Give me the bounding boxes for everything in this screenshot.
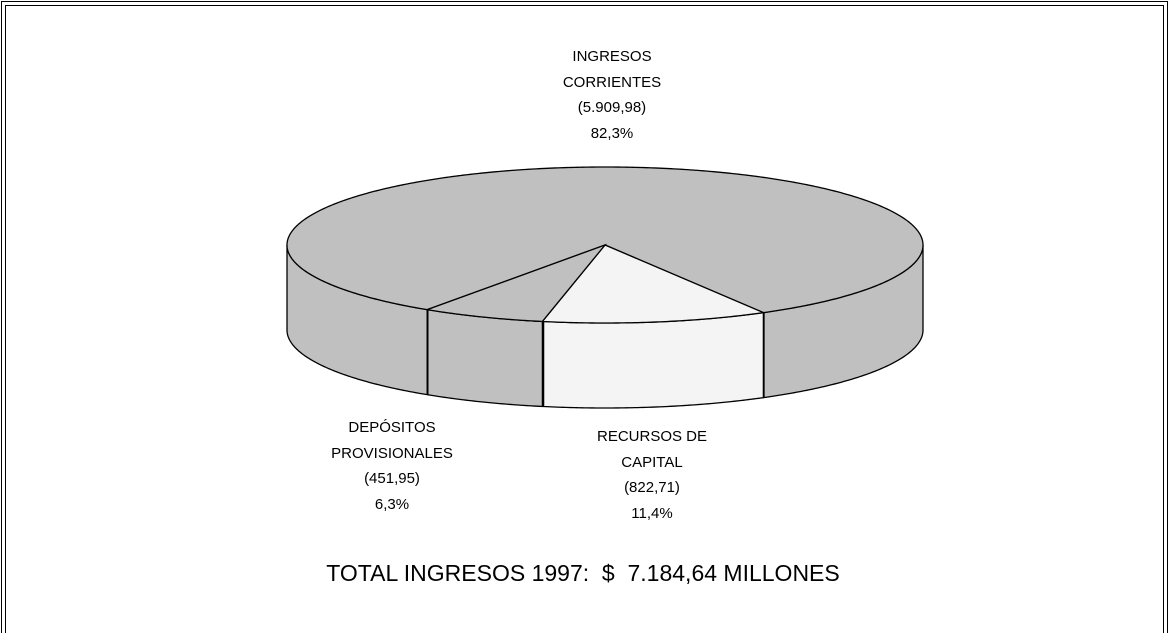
slice-label: INGRESOS CORRIENTES (5.909,98) 82,3%: [563, 44, 661, 146]
slice-label: DEPÓSITOS PROVISIONALES (451,95) 6,3%: [331, 415, 453, 517]
slice: [541, 244, 766, 324]
percent-label: 82,3%: [590, 124, 634, 142]
frame-inner: [5, 5, 1164, 633]
percent-label: 11,4%: [631, 504, 673, 522]
category-label: RECURSOS DE CAPITAL: [596, 428, 708, 471]
percent-label: 6,3%: [374, 495, 410, 513]
chart-title: TOTAL INGRESOS 1997: $ 7.184,64 MILLONES: [326, 560, 840, 586]
slice-label: RECURSOS DE CAPITAL (822,71) 11,4%: [597, 424, 707, 526]
slice: [286, 166, 924, 314]
value-label: (822,71): [624, 479, 680, 496]
category-label: DEPÓSITOS PROVISIONALES: [331, 419, 453, 462]
slice-side: [427, 309, 544, 408]
value-label: (5.909,98): [577, 99, 647, 116]
category-label: INGRESOS CORRIENTES: [562, 48, 662, 91]
slice: [424, 243, 608, 323]
slice-side: [542, 311, 765, 409]
value-label: (451,95): [364, 470, 420, 487]
